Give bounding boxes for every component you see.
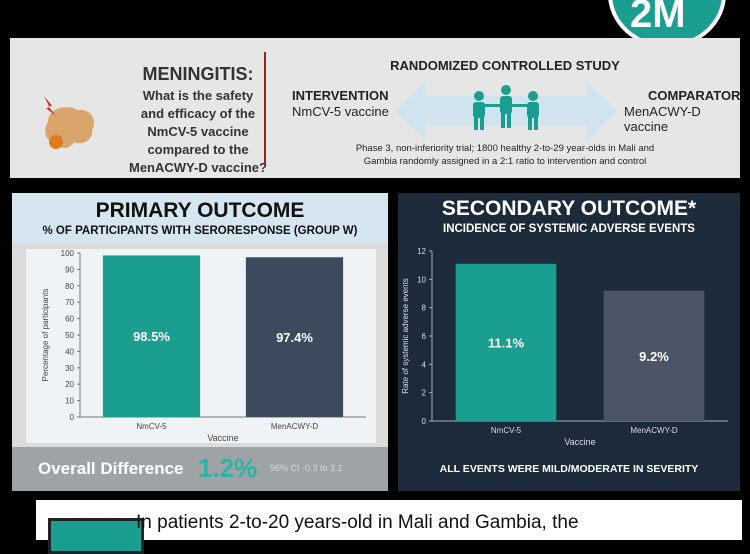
comparator-label: COMPARATOR bbox=[648, 88, 741, 103]
conclusion-text: In patients 2-to-20 years-old in Mali an… bbox=[136, 512, 579, 533]
overall-difference-label: Overall Difference bbox=[38, 459, 184, 478]
x-axis-title: Vaccine bbox=[564, 437, 595, 447]
question-line: MenACWY-D vaccine? bbox=[129, 160, 267, 175]
y-tick-label: 10 bbox=[65, 397, 74, 406]
participants-arrow-icon bbox=[395, 82, 617, 140]
y-tick-label: 2 bbox=[422, 389, 427, 398]
bar-data-label: 11.1% bbox=[488, 335, 525, 350]
y-tick-label: 70 bbox=[65, 298, 74, 307]
secondary-outcome-subtitle: INCIDENCE OF SYSTEMIC ADVERSE EVENTS bbox=[443, 223, 695, 235]
study-title: RANDOMIZED CONTROLLED STUDY bbox=[390, 58, 620, 73]
header-divider bbox=[264, 52, 266, 164]
secondary-outcome-footer: ALL EVENTS WERE MILD/MODERATE IN SEVERIT… bbox=[439, 463, 699, 475]
primary-outcome-header: PRIMARY OUTCOME % OF PARTICIPANTS WITH S… bbox=[12, 193, 388, 243]
y-tick-label: 40 bbox=[65, 347, 74, 356]
primary-outcome-panel: PRIMARY OUTCOME % OF PARTICIPANTS WITH S… bbox=[12, 193, 388, 491]
bar-nmcv-5 bbox=[102, 255, 201, 417]
y-axis-title: Rate of systemic adverse events bbox=[401, 278, 410, 394]
bar-nmcv-5 bbox=[455, 263, 557, 421]
y-tick-label: 20 bbox=[65, 380, 74, 389]
meningitis-question: MENINGITIS: What is the safety and effic… bbox=[114, 64, 282, 177]
study-design-note: Phase 3, non-inferiority trial; 1800 hea… bbox=[340, 142, 670, 168]
study-design-line: Phase 3, non-inferiority trial; 1800 hea… bbox=[355, 143, 655, 154]
intervention-value: NmCV-5 vaccine bbox=[292, 104, 389, 119]
brain-lightning-icon bbox=[44, 96, 95, 149]
question-line: What is the safety bbox=[142, 88, 254, 103]
bar-data-label: 98.5% bbox=[133, 329, 170, 344]
question-line: and efficacy of the bbox=[140, 106, 256, 121]
y-tick-label: 4 bbox=[422, 360, 427, 369]
overall-difference-bar: Overall Difference 1.2% 96% CI -0.3 to 3… bbox=[12, 447, 388, 491]
study-header-panel: MENINGITIS: What is the safety and effic… bbox=[10, 38, 740, 178]
y-tick-label: 100 bbox=[61, 249, 75, 258]
secondary-outcome-chart: 0 2 4 6 8 10 12 11.1% NmCV-5 9.2% MenACWY-D Vaccine… bbox=[401, 247, 728, 447]
y-tick-label: 90 bbox=[65, 265, 74, 274]
x-tick-label: NmCV-5 bbox=[136, 422, 167, 431]
x-axis-title: Vaccine bbox=[207, 433, 238, 443]
secondary-outcome-panel: SECONDARY OUTCOME* INCIDENCE OF SYSTEMIC… bbox=[398, 193, 740, 491]
y-tick-label: 80 bbox=[65, 282, 74, 291]
y-tick-label: 0 bbox=[70, 413, 75, 422]
y-axis-title: Percentage of participants bbox=[41, 289, 50, 382]
x-tick-label: MenACWY-D bbox=[630, 426, 677, 435]
y-tick-label: 10 bbox=[417, 275, 426, 284]
bar-data-label: 97.4% bbox=[276, 330, 313, 345]
y-tick-label: 8 bbox=[422, 304, 427, 313]
bar-menacwy-d bbox=[603, 290, 705, 421]
meningitis-heading: MENINGITIS: bbox=[142, 64, 254, 84]
primary-outcome-subtitle: % OF PARTICIPANTS WITH SERORESPONSE (GRO… bbox=[42, 225, 358, 237]
logo-mark-icon: 2M bbox=[630, 0, 686, 36]
study-design-line: Gambia randomly assigned in a 2:1 ratio … bbox=[363, 156, 647, 167]
y-tick-label: 50 bbox=[65, 331, 74, 340]
x-tick-label: NmCV-5 bbox=[491, 426, 522, 435]
y-tick-label: 30 bbox=[65, 364, 74, 373]
y-tick-label: 6 bbox=[422, 332, 427, 341]
secondary-outcome-title: SECONDARY OUTCOME* bbox=[441, 197, 697, 220]
primary-outcome-chart: 0 10 20 30 40 50 60 70 80 90 100 98.5% NmCV-5 97.4% Me… bbox=[26, 249, 376, 443]
overall-difference-value: 1.2% bbox=[198, 453, 258, 483]
bar-data-label: 9.2% bbox=[639, 349, 669, 364]
x-tick-label: MenACWY-D bbox=[271, 422, 318, 431]
comparator-value: MenACWY-D vaccine bbox=[624, 104, 701, 134]
y-tick-label: 60 bbox=[65, 315, 74, 324]
bar-menacwy-d bbox=[245, 257, 344, 417]
question-line: NmCV-5 vaccine bbox=[147, 124, 249, 139]
primary-outcome-title: PRIMARY OUTCOME bbox=[95, 199, 305, 222]
y-tick-label: 12 bbox=[417, 247, 426, 256]
y-tick-label: 0 bbox=[422, 417, 427, 426]
conclusion-icon bbox=[48, 518, 144, 554]
conclusion-panel: In patients 2-to-20 years-old in Mali an… bbox=[36, 500, 742, 554]
question-line: compared to the bbox=[147, 142, 249, 157]
overall-difference-ci: 96% CI -0.3 to 3.1 bbox=[270, 463, 343, 473]
intervention-label: INTERVENTION bbox=[292, 88, 389, 103]
